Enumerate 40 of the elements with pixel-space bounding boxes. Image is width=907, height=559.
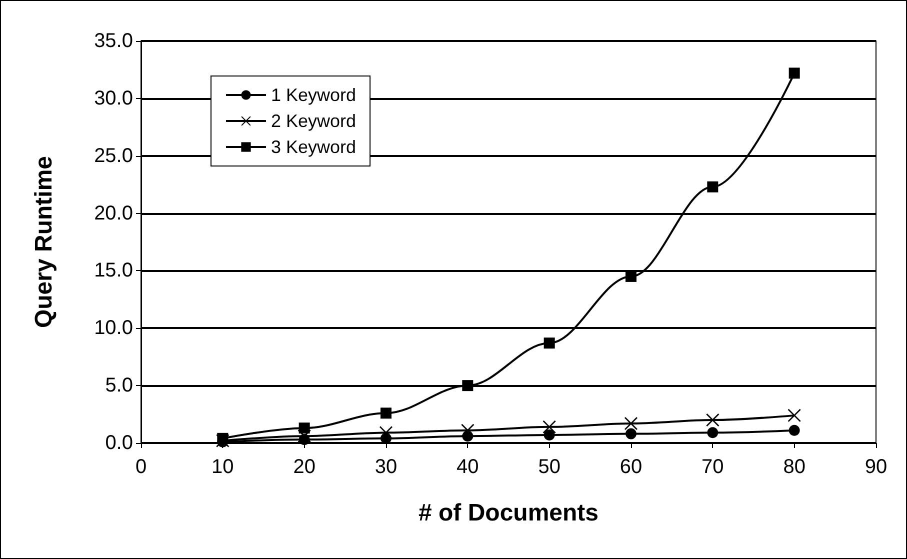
point [542,420,556,434]
point [380,426,392,440]
x-tick-label: 0 [135,456,147,478]
x-tick-label: 50 [538,456,560,478]
point [461,424,474,437]
point [624,416,638,430]
y-tick-label: 20.0 [94,202,133,224]
x-tick-label: 80 [783,456,806,478]
point [788,68,800,79]
y-tick-label: 30.0 [94,87,133,110]
point [544,429,555,440]
legend-label: 2 Keyword [271,111,356,131]
point [706,414,720,427]
y-tick-label: 15.0 [94,260,133,282]
point [788,408,801,422]
point [462,380,474,392]
x-tick-label: 10 [212,456,234,478]
x-tick-label: 30 [374,456,398,478]
x-tick-label: 90 [864,456,888,478]
y-tick-label: 25.0 [94,144,133,167]
point [544,338,555,349]
x-axis-title: # of Documents [418,500,599,526]
x-tick-label: 20 [293,456,316,478]
point [626,428,636,440]
point [788,424,800,436]
y-tick-label: 5.0 [105,374,133,397]
x-tick-label: 40 [456,456,479,478]
y-tick-label: 0.0 [105,432,133,454]
x-tick-label: 70 [702,456,724,478]
legend-label: 1 Keyword [271,85,356,105]
x-tick-label: 60 [620,456,642,478]
legend-label: 3 Keyword [271,137,356,157]
point [380,408,392,419]
y-tick-label: 35.0 [94,30,133,52]
point [298,422,310,434]
point [707,181,718,192]
y-axis-title: Query Runtime [30,156,58,328]
point [626,270,636,282]
y-tick-label: 10.0 [94,317,133,340]
point [707,427,718,438]
